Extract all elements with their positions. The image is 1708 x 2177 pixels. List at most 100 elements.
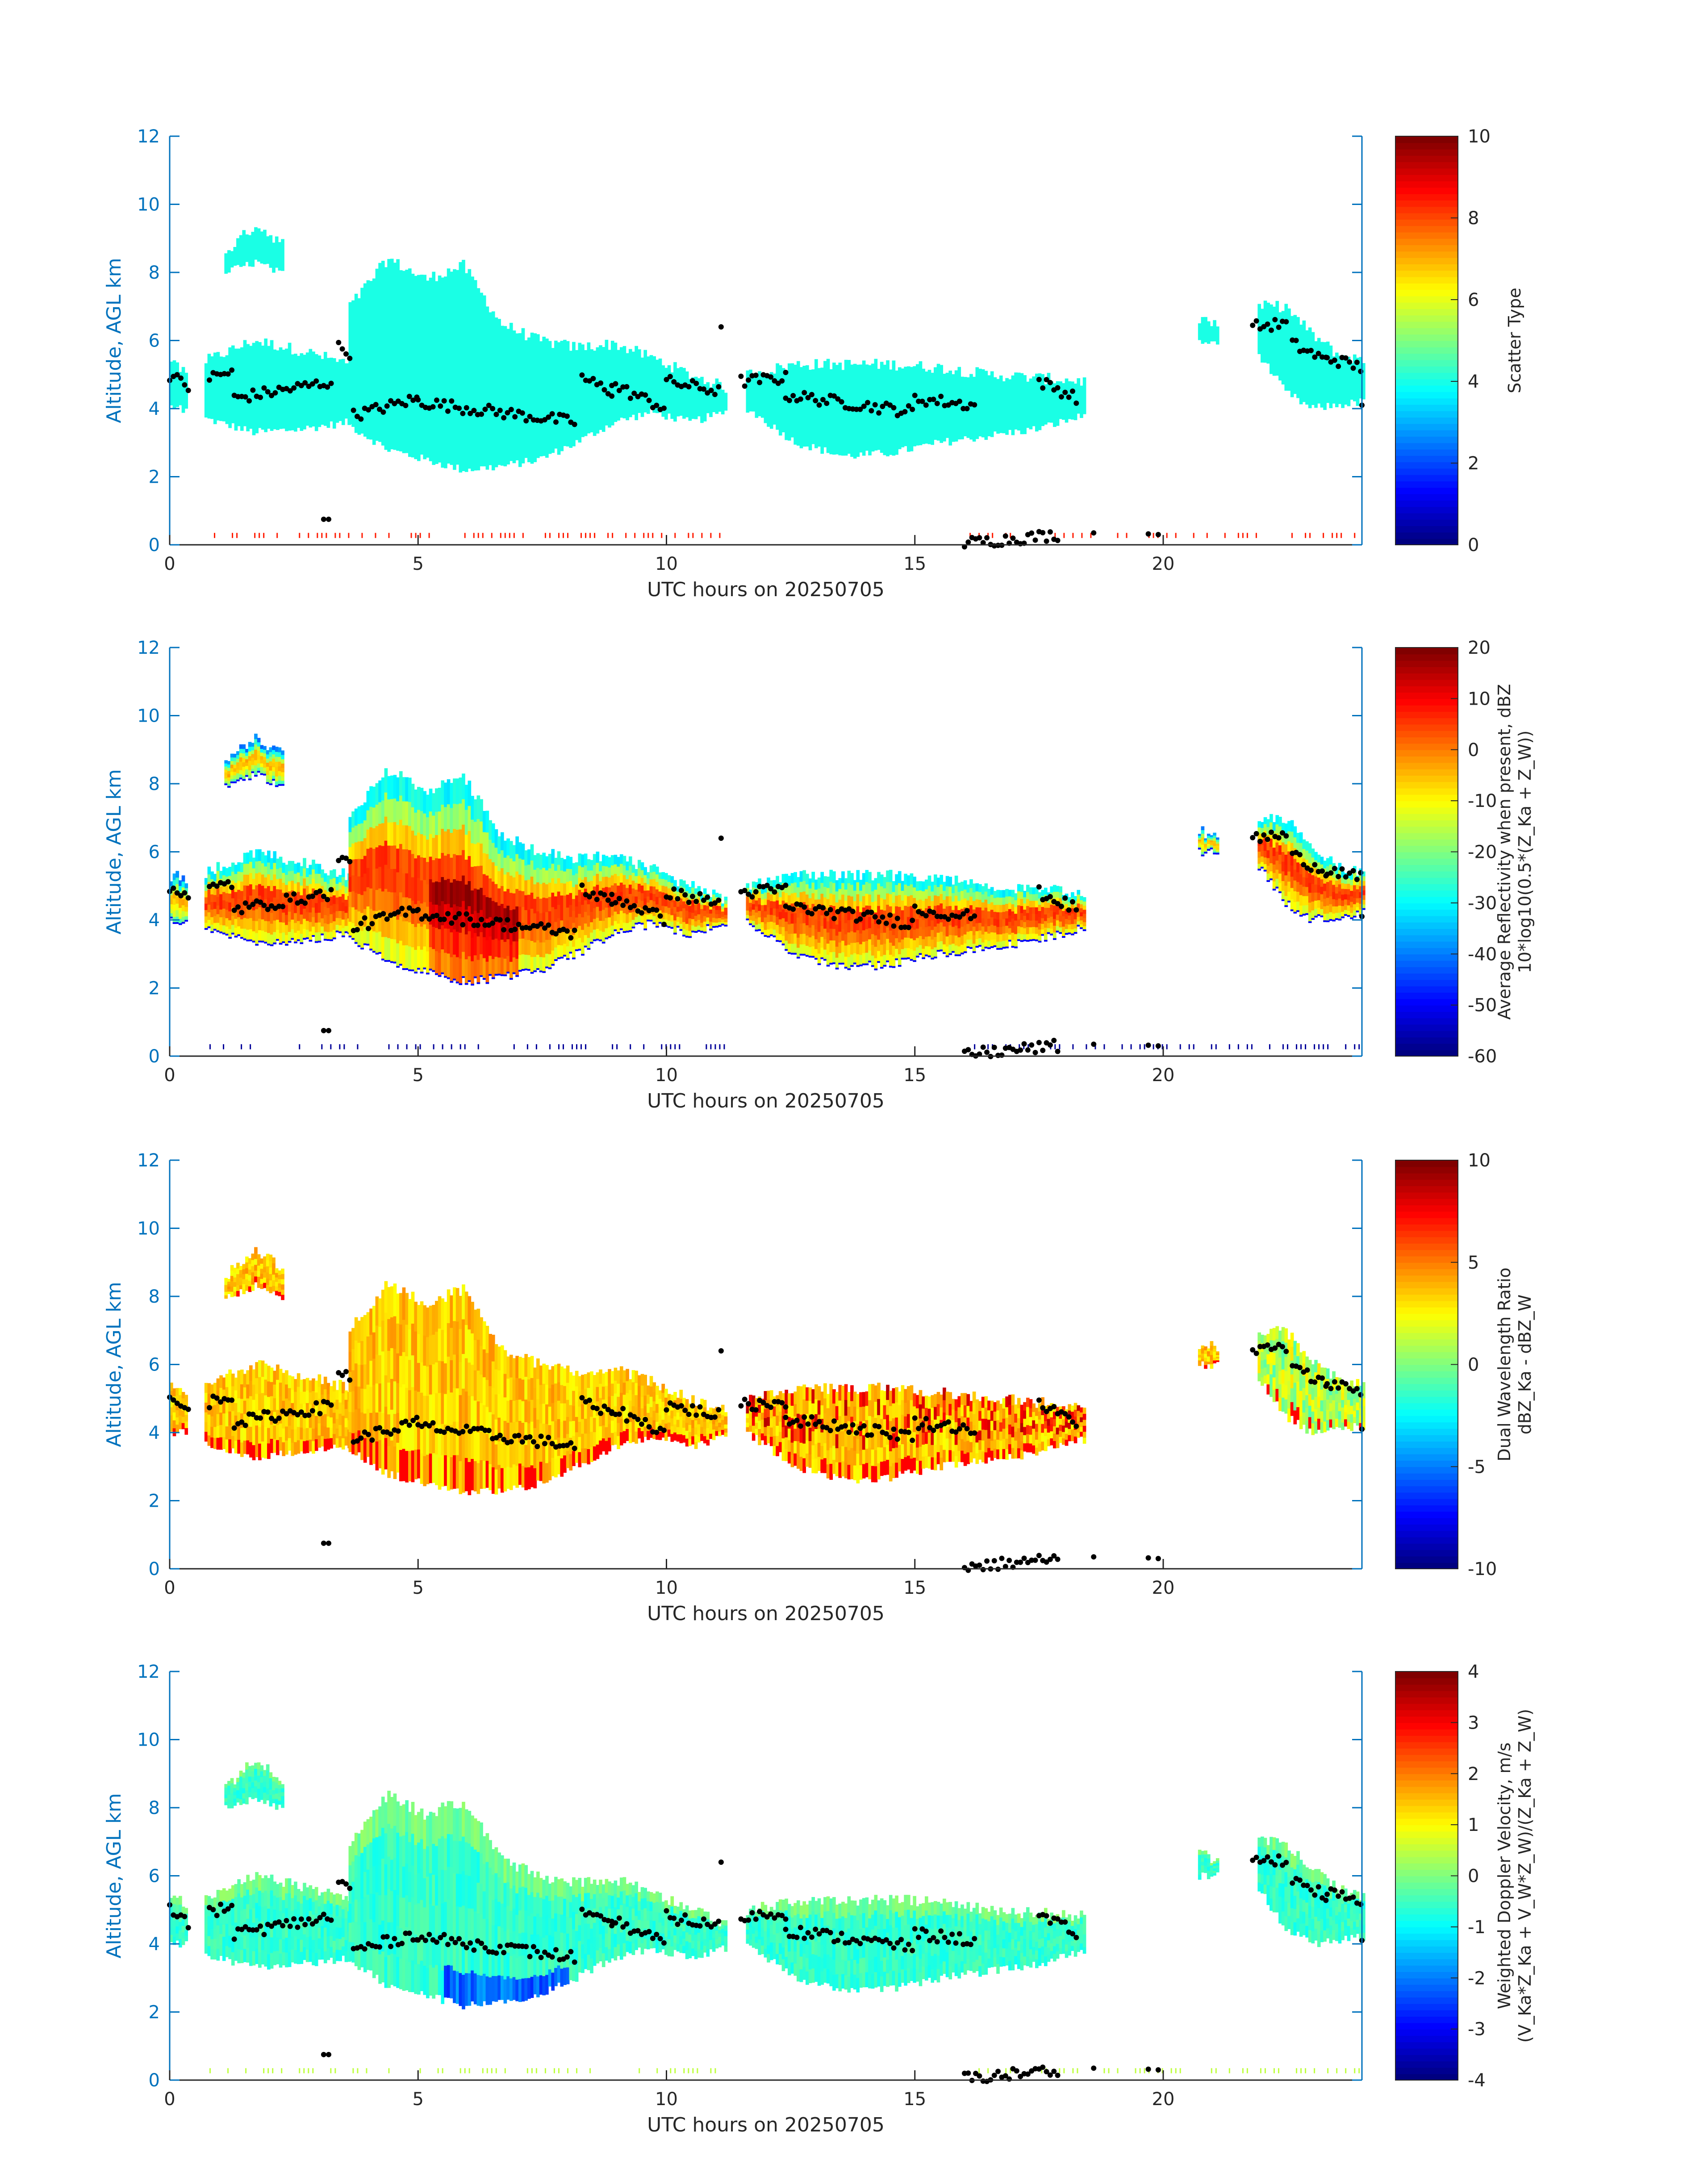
x-tick-label: 5 (413, 1065, 424, 1086)
colorbar-tick-label: -2 (1468, 1968, 1486, 1989)
cloud-layer-main (348, 768, 728, 986)
x-tick-label: 20 (1152, 2089, 1175, 2110)
colorbar-tick-label: 10 (1468, 1150, 1491, 1171)
x-tick-label: 15 (903, 2089, 926, 2110)
panel-3: 0 2 4 6 8 10 12 0 5 10 15 20 UTC hours on 20250705 Al… (103, 1150, 1535, 1625)
near-surface-returns (209, 1044, 1360, 1049)
colorbar-tick-label: -60 (1468, 1046, 1497, 1067)
colorbar-tick-label: -4 (1468, 2070, 1486, 2091)
y-tick-label: 4 (149, 1423, 160, 1443)
cloud-layer-fragment-2 (1198, 1850, 1219, 1880)
cloud-layer-late (1257, 301, 1366, 410)
cloud-layer-cirrus (224, 733, 284, 788)
x-tick-label: 10 (655, 2089, 678, 2110)
y-tick-label: 10 (137, 1219, 160, 1239)
colorbar-tick-label: -5 (1468, 1457, 1486, 1477)
radar-field (170, 1762, 1366, 2010)
cloud-layer-main-early (204, 1872, 351, 1970)
y-axis-label: Altitude, AGL km (103, 1282, 125, 1447)
x-tick-label: 20 (1152, 1065, 1175, 1086)
colorbar-label: 10*log10(0.5*(Z_Ka + Z_W)) (1515, 731, 1535, 974)
x-tick-label: 10 (655, 1578, 678, 1598)
colorbar-tick-label: 3 (1468, 1713, 1479, 1733)
colorbar-tick-label: 10 (1468, 126, 1491, 147)
y-tick-label: 2 (149, 1491, 160, 1512)
colorbar-tick-label: -3 (1468, 2019, 1486, 2040)
colorbar-tick-label: -10 (1468, 791, 1497, 811)
x-axis-label: UTC hours on 20250705 (647, 2114, 885, 2136)
colorbar: -60 -50 -40 -30 -20 -10 0 10 20 Average Reflectiv… (1395, 638, 1535, 1067)
y-tick-label: 12 (137, 126, 160, 147)
cloud-base-markers (167, 1341, 1365, 1573)
y-tick-label: 0 (149, 1559, 160, 1579)
colorbar-tick-label: 6 (1468, 290, 1479, 310)
x-tick-label: 0 (164, 554, 175, 574)
colorbar-label: Scatter Type (1505, 288, 1524, 393)
colorbar: 0 2 4 6 8 10 Scatter Type (1395, 126, 1524, 556)
x-tick-label: 10 (655, 1065, 678, 1086)
colorbar-tick-label: -40 (1468, 944, 1497, 965)
colorbar-tick-label: 0 (1468, 1866, 1479, 1887)
cloud-layer-main (348, 1281, 728, 1496)
colorbar-label: Weighted Doppler Velocity, m/s (1495, 1742, 1514, 2009)
y-tick-label: 8 (149, 1287, 160, 1307)
y-tick-label: 12 (137, 1662, 160, 1682)
y-axis-label: Altitude, AGL km (103, 769, 125, 934)
cloud-layer-main-early (204, 1360, 351, 1461)
colorbar-tick-label: 0 (1468, 740, 1479, 760)
x-tick-label: 5 (413, 554, 424, 574)
colorbar-label: Average Reflectivity when present, dBZ (1495, 684, 1514, 1020)
colorbar: -10 -5 0 5 10 Dual Wavelength Ratio dBZ_Ka - d… (1395, 1150, 1535, 1579)
x-tick-label: 15 (903, 1578, 926, 1598)
colorbar-label: (V_Ka*Z_Ka + V_W*Z_W)/(Z_Ka + Z_W) (1515, 1709, 1535, 2043)
cloud-base-markers (167, 829, 1365, 1059)
cloud-base-markers (167, 1853, 1365, 2085)
cloud-layer-midday (746, 1383, 1086, 1483)
cloud-layer-fragment-2 (1198, 826, 1219, 857)
cloud-layer-fragment-2 (1198, 1341, 1219, 1369)
cloud-layer-main (348, 259, 728, 473)
colorbar-tick-label: 8 (1468, 208, 1479, 229)
y-axis-label: Altitude, AGL km (103, 1793, 125, 1958)
y-tick-label: 0 (149, 1046, 160, 1067)
colorbar-tick-label: 0 (1468, 535, 1479, 556)
y-tick-label: 6 (149, 1866, 160, 1887)
colorbar-tick-label: 4 (1468, 372, 1479, 392)
x-tick-label: 0 (164, 2089, 175, 2110)
colorbar: -4 -3 -2 -1 0 1 2 3 4 Weighted Doppler Velocity, … (1395, 1662, 1535, 2091)
y-tick-label: 4 (149, 399, 160, 419)
y-tick-label: 8 (149, 774, 160, 794)
x-tick-label: 5 (413, 1578, 424, 1598)
x-tick-label: 0 (164, 1578, 175, 1598)
x-tick-label: 15 (903, 554, 926, 574)
colorbar-tick-label: 2 (1468, 453, 1479, 474)
y-tick-label: 2 (149, 2002, 160, 2023)
cloud-layer-fragment-1 (170, 871, 188, 925)
x-tick-label: 15 (903, 1065, 926, 1086)
cloud-layer-fragment-2 (1198, 317, 1219, 345)
colorbar-tick-label: -10 (1468, 1559, 1497, 1579)
x-axis-label: UTC hours on 20250705 (647, 1090, 885, 1112)
y-axis-label: Altitude, AGL km (103, 258, 125, 423)
y-tick-label: 4 (149, 910, 160, 931)
x-tick-label: 10 (655, 554, 678, 574)
colorbar-label: dBZ_Ka - dBZ_W (1515, 1295, 1535, 1434)
x-tick-label: 20 (1152, 554, 1175, 574)
y-tick-label: 4 (149, 1934, 160, 1955)
panel-1: 0 2 4 6 8 10 12 0 5 10 15 20 UTC hours on 20250705 Al… (103, 126, 1524, 601)
y-tick-label: 8 (149, 1798, 160, 1818)
colorbar-tick-label: 10 (1468, 689, 1491, 709)
y-tick-label: 10 (137, 706, 160, 727)
cloud-base-markers (167, 317, 1365, 550)
colorbar-tick-label: -1 (1468, 1917, 1486, 1938)
y-tick-label: 12 (137, 638, 160, 658)
y-tick-label: 2 (149, 467, 160, 488)
colorbar-tick-label: -30 (1468, 893, 1497, 914)
x-tick-label: 5 (413, 2089, 424, 2110)
near-surface-returns (214, 533, 1356, 538)
cloud-layer-midday (746, 1895, 1086, 1993)
colorbar-tick-label: 5 (1468, 1253, 1479, 1273)
x-axis-label: UTC hours on 20250705 (647, 578, 885, 601)
y-tick-label: 6 (149, 842, 160, 863)
